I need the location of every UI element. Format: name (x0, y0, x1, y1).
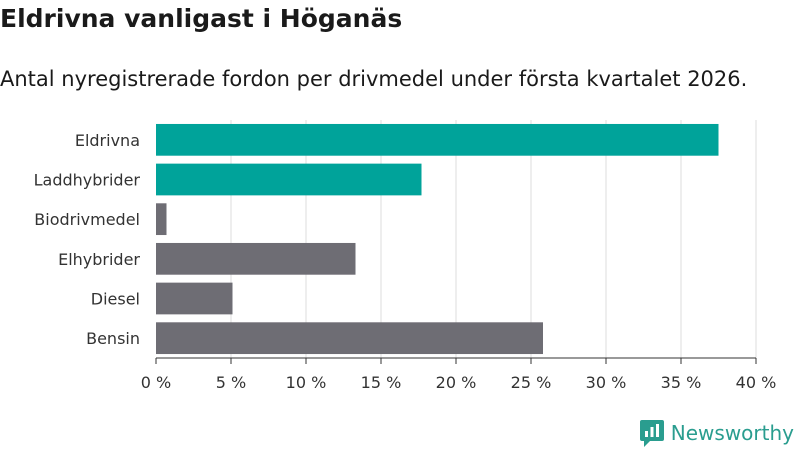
x-tick-label: 0 % (141, 373, 171, 392)
category-label: Laddhybrider (34, 171, 141, 190)
category-label: Biodrivmedel (34, 210, 140, 229)
newsworthy-logo-icon (639, 420, 664, 447)
category-label: Bensin (86, 329, 140, 348)
bar (156, 163, 422, 196)
x-tick-label: 20 % (436, 373, 477, 392)
bar (156, 242, 356, 275)
bar (156, 123, 719, 156)
chart-title: Eldrivna vanligast i Höganäs (0, 4, 403, 33)
brand-name: Newsworthy (670, 421, 794, 445)
x-tick-label: 15 % (361, 373, 402, 392)
x-tick-label: 10 % (286, 373, 327, 392)
x-tick-label: 40 % (736, 373, 777, 392)
category-label: Eldrivna (75, 131, 140, 150)
bar (156, 203, 167, 236)
bar (156, 282, 233, 315)
bar (156, 322, 543, 355)
category-label: Elhybrider (58, 250, 140, 269)
x-tick-label: 5 % (216, 373, 246, 392)
x-tick-label: 35 % (661, 373, 702, 392)
x-tick-label: 30 % (586, 373, 627, 392)
category-label: Diesel (91, 290, 140, 309)
newsworthy-logo: Newsworthy (639, 418, 794, 448)
chart-subtitle: Antal nyregistrerade fordon per drivmede… (0, 67, 748, 91)
x-tick-label: 25 % (511, 373, 552, 392)
